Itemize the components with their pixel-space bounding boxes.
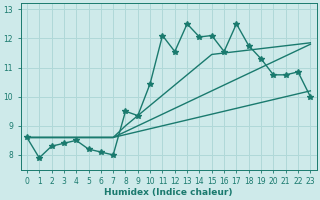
- X-axis label: Humidex (Indice chaleur): Humidex (Indice chaleur): [104, 188, 233, 197]
